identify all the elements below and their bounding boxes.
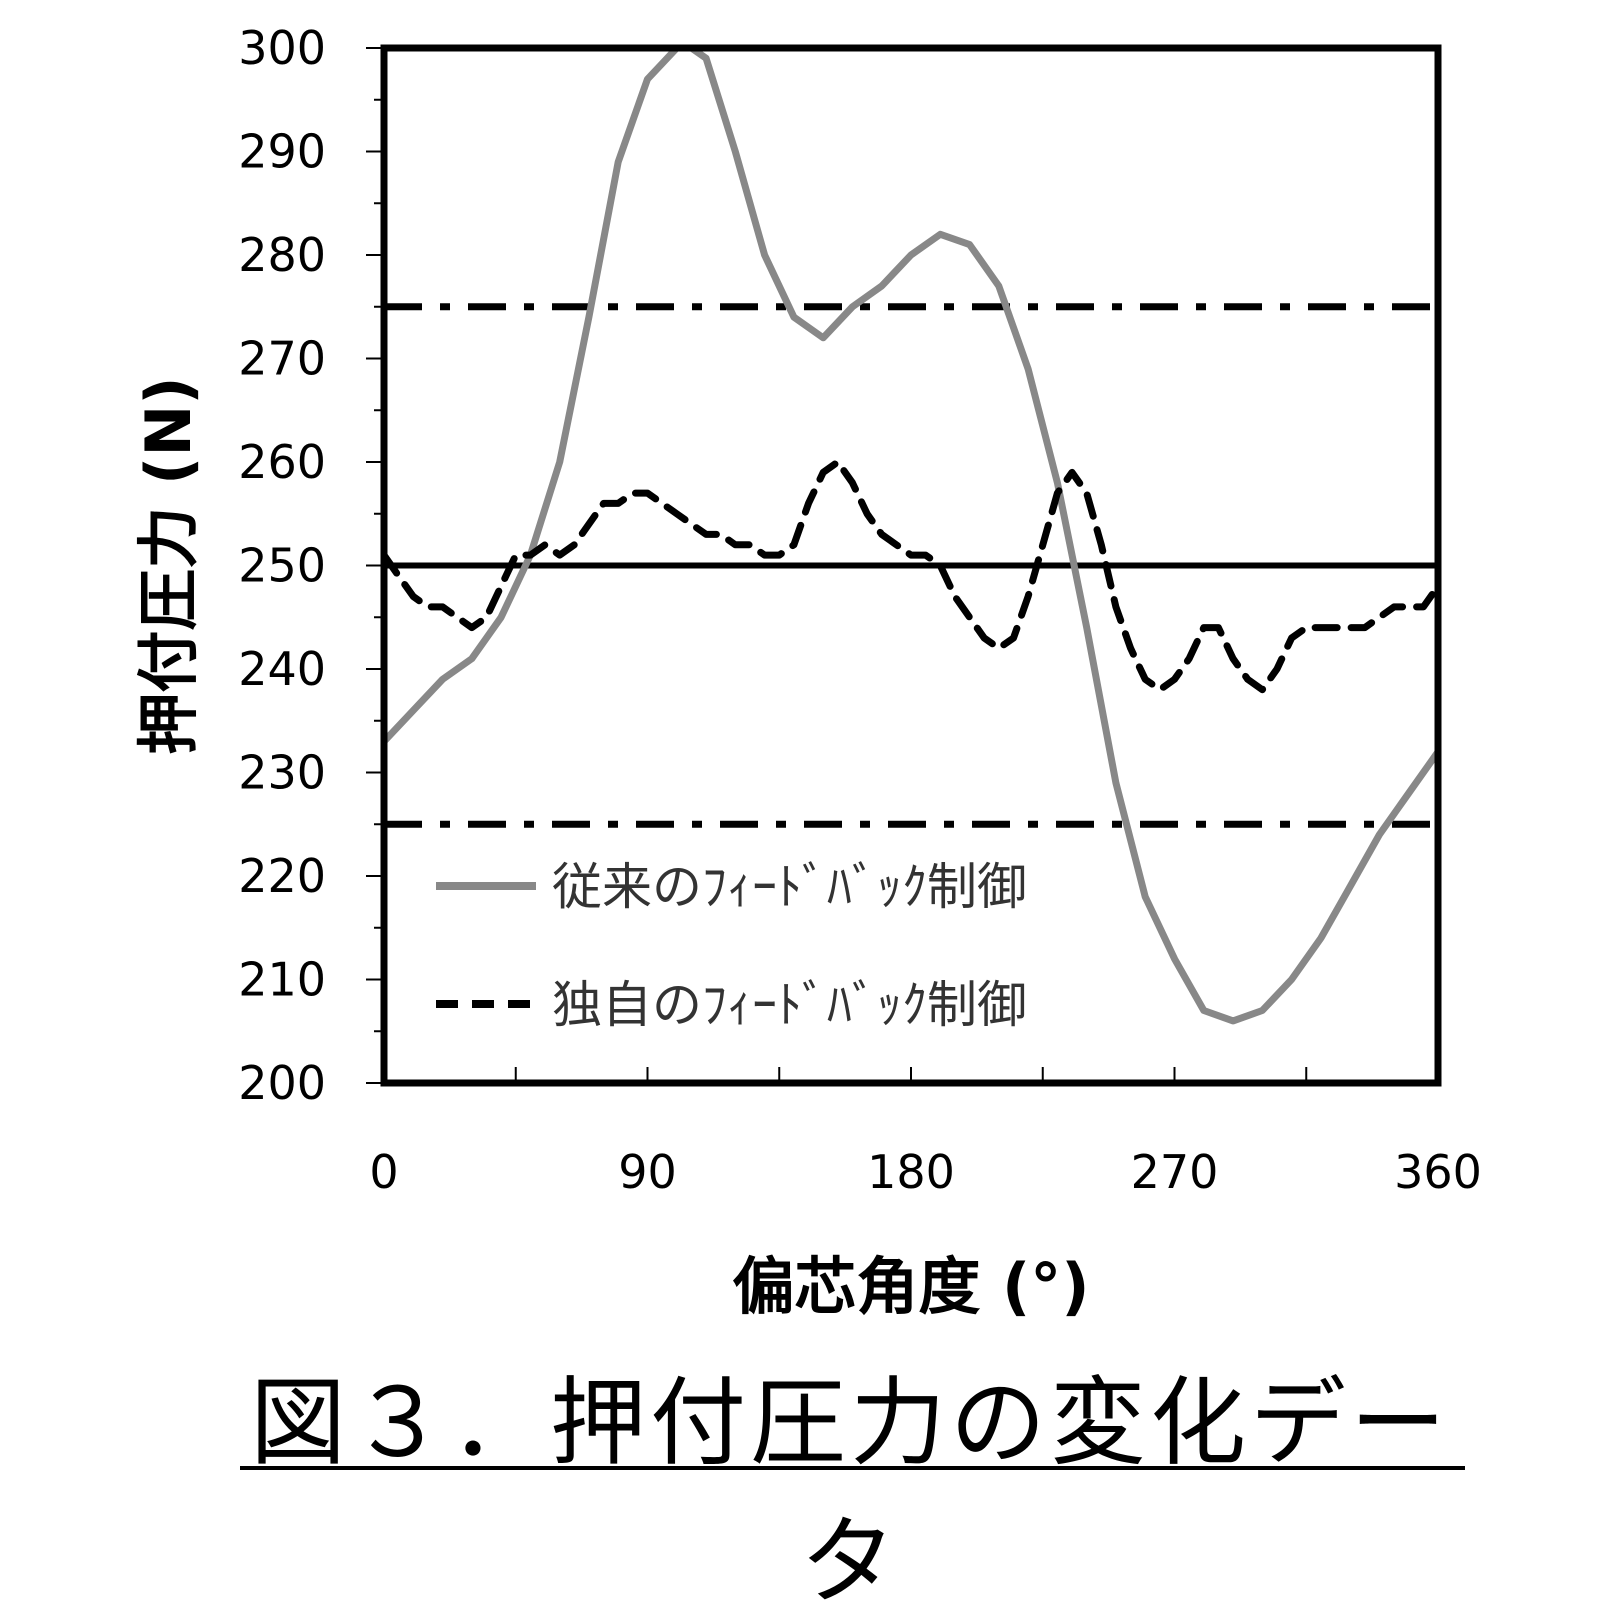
series-line-conventional [380,44,1442,1025]
legend-label-proprietary: 独自のﾌｨｰﾄﾞﾊﾞｯｸ制御 [552,976,1027,1034]
reference-lines [384,303,1438,828]
axis-tick-labels: 200 210 220 230 240 250 260 270 280 290 300 0 90 180 2… [238,21,1482,1199]
legend: 従来のﾌｨｰﾄﾞﾊﾞｯｸ制御 独自のﾌｨｰﾄﾞﾊﾞｯｸ制御 [436,858,1027,1034]
y-tick-label: 290 [238,125,326,179]
y-tick-label: 230 [238,746,326,800]
series-layer [380,44,1442,1025]
axis-ticks [366,47,1308,1084]
y-tick-label: 200 [238,1056,326,1110]
x-axis-title: 偏芯角度 (°) [732,1250,1089,1323]
x-tick-label: 90 [618,1145,677,1199]
legend-label-conventional: 従来のﾌｨｰﾄﾞﾊﾞｯｸ制御 [552,858,1027,916]
y-tick-label: 240 [238,642,326,696]
y-tick-label: 300 [238,21,326,75]
y-tick-label: 220 [238,849,326,903]
line-chart: 200 210 220 230 240 250 260 270 280 290 300 0 90 180 2… [132,21,1482,1323]
y-tick-label: 260 [238,435,326,489]
y-tick-label: 280 [238,228,326,282]
caption-underline [240,1466,1465,1470]
x-tick-label: 0 [369,1145,398,1199]
x-tick-label: 180 [867,1145,955,1199]
x-tick-label: 270 [1131,1145,1219,1199]
y-tick-label: 250 [238,539,326,593]
y-axis-title: 押付圧力 (N) [132,376,205,754]
series-line-proprietary [380,458,1442,694]
figure-caption: 図３．押付圧力の変化データ [250,1367,1450,1618]
y-tick-label: 270 [238,332,326,386]
x-tick-label: 360 [1394,1145,1482,1199]
y-tick-label: 210 [238,953,326,1007]
